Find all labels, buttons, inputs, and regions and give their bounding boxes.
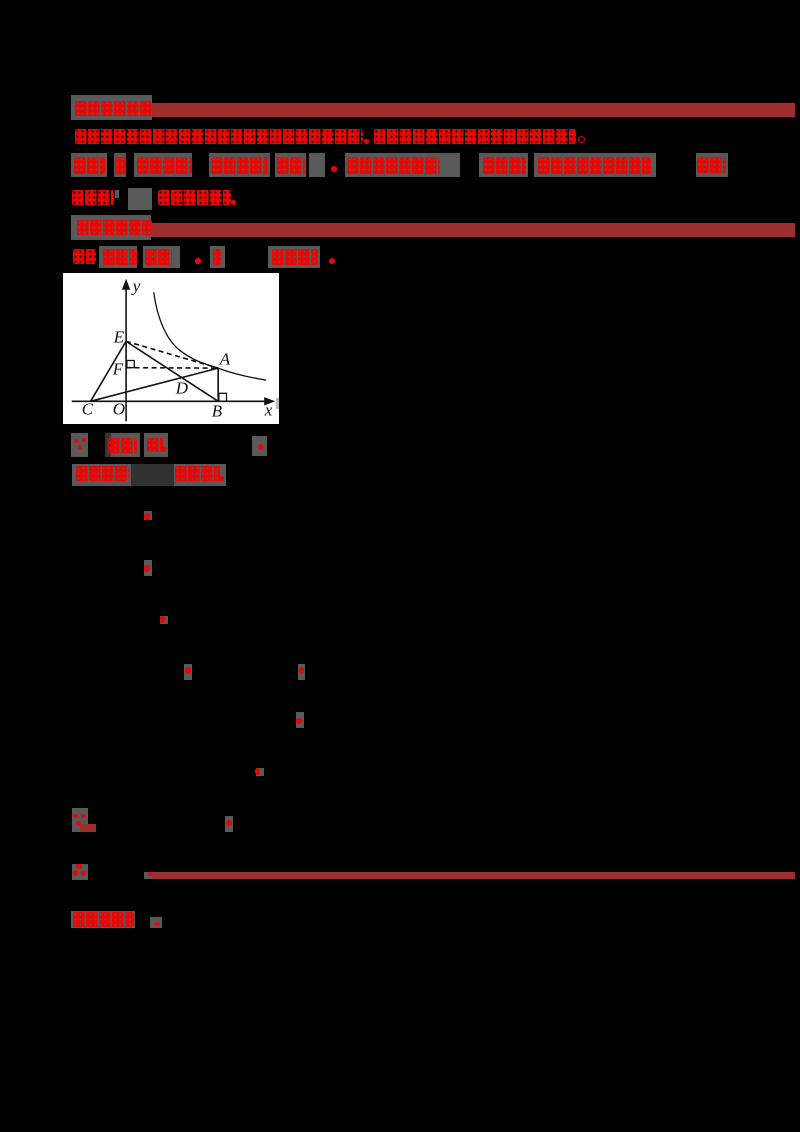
- svg-text:D: D: [175, 378, 189, 397]
- svg-text:A: A: [219, 349, 231, 368]
- svg-text:C: C: [82, 399, 94, 418]
- svg-text:y: y: [131, 276, 141, 295]
- svg-text:x: x: [264, 400, 273, 419]
- svg-text:O: O: [113, 399, 125, 418]
- svg-text:E: E: [113, 327, 125, 346]
- svg-text:B: B: [212, 401, 222, 420]
- svg-text:F: F: [112, 359, 124, 378]
